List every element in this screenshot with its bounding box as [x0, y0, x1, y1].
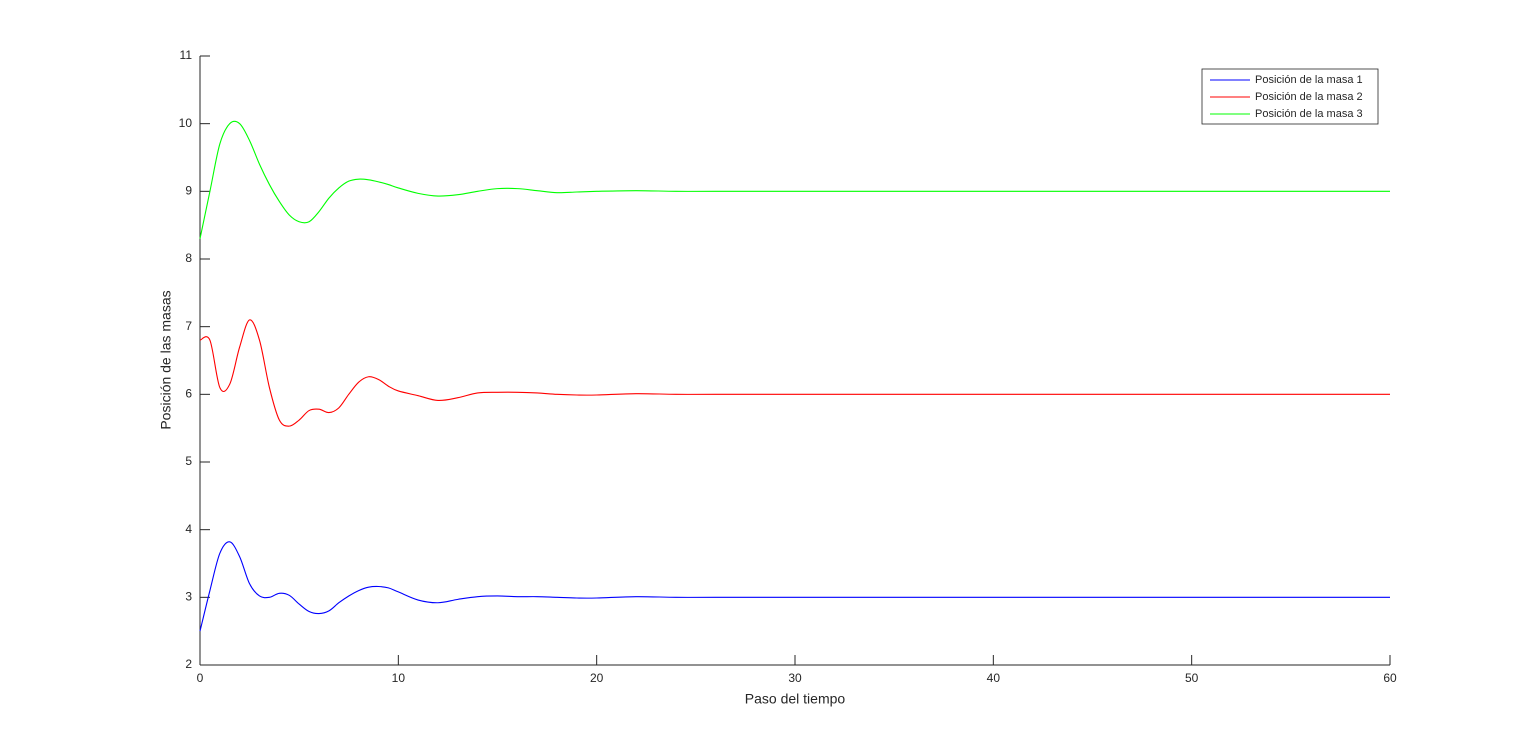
x-tick-label: 0 [197, 671, 204, 685]
y-tick-label: 7 [185, 319, 192, 333]
x-axis-label: Paso del tiempo [745, 691, 846, 707]
x-tick-label: 60 [1383, 671, 1397, 685]
y-tick-label: 11 [180, 48, 193, 62]
y-tick-label: 4 [185, 522, 192, 536]
y-tick-label: 3 [185, 590, 192, 604]
legend-label: Posición de la masa 3 [1255, 108, 1363, 120]
x-tick-label: 30 [788, 671, 802, 685]
x-tick-label: 20 [590, 671, 604, 685]
x-tick-label: 40 [987, 671, 1001, 685]
legend-label: Posición de la masa 2 [1255, 91, 1363, 103]
y-tick-label: 6 [185, 387, 192, 401]
x-tick-label: 10 [392, 671, 406, 685]
y-tick-label: 9 [185, 184, 192, 198]
y-tick-label: 2 [185, 657, 192, 671]
y-axis-label: Posición de las masas [158, 290, 174, 429]
x-tick-label: 50 [1185, 671, 1199, 685]
data-line [199, 319, 1390, 427]
y-tick-label: 8 [185, 251, 192, 265]
y-tick-label: 5 [185, 454, 192, 468]
legend-label: Posición de la masa 1 [1255, 74, 1363, 86]
y-tick-label: 10 [179, 116, 193, 130]
data-line [199, 541, 1390, 632]
data-line [199, 120, 1390, 239]
